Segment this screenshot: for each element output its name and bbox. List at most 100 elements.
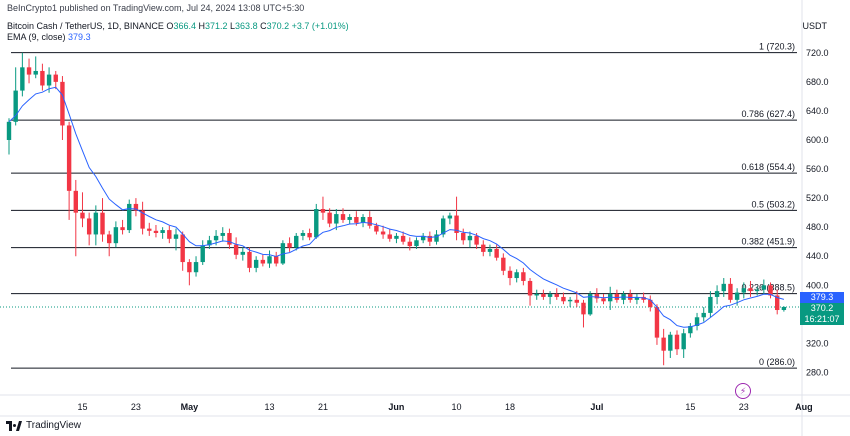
candle-body xyxy=(367,217,372,226)
candle-body xyxy=(354,217,359,223)
candle-body xyxy=(387,234,392,239)
x-tick-label: 18 xyxy=(505,402,515,412)
candle-body xyxy=(728,283,733,300)
open-label: O xyxy=(166,21,174,31)
y-tick-label: 440.0 xyxy=(806,251,829,261)
bar-countdown: 16:21:07 xyxy=(804,314,840,324)
candle-body xyxy=(200,245,205,263)
candle-body xyxy=(741,288,746,293)
candle-body xyxy=(447,215,453,219)
candle-body xyxy=(66,125,72,191)
candle-body xyxy=(501,257,506,271)
candle-body xyxy=(300,232,306,236)
candle-body xyxy=(287,243,292,248)
candle-body xyxy=(441,218,446,235)
candle-body xyxy=(554,294,559,297)
tradingview-logo[interactable]: TradingView xyxy=(6,420,81,431)
candle-body xyxy=(120,227,125,231)
candle-body xyxy=(187,262,192,273)
candle-body xyxy=(748,288,753,292)
symbol-legend: Bitcoin Cash / TetherUS, 1D, BINANCE O 36… xyxy=(7,21,349,31)
x-tick-label: Jun xyxy=(388,402,404,412)
tradingview-logo-text: TradingView xyxy=(26,420,82,431)
candle-body xyxy=(20,67,25,91)
candle-body xyxy=(674,334,680,350)
candle-body xyxy=(13,90,18,122)
ema-line xyxy=(8,86,785,328)
close-label: C xyxy=(260,21,267,31)
candle-body xyxy=(708,296,713,313)
candle-body xyxy=(521,272,526,281)
candle-body xyxy=(781,306,787,311)
candle-body xyxy=(434,234,439,242)
x-tick-label: Aug xyxy=(795,402,813,412)
candle-body xyxy=(734,292,740,300)
candle-body xyxy=(634,296,640,300)
y-tick-label: 640.0 xyxy=(806,106,829,116)
symbol-name: Bitcoin Cash / TetherUS, 1D, BINANCE xyxy=(7,21,164,31)
candle-body xyxy=(547,294,553,297)
candle-body xyxy=(274,256,279,264)
candle-body xyxy=(541,294,546,297)
candle-body xyxy=(240,251,245,255)
candle-body xyxy=(340,214,346,220)
candle-body xyxy=(394,235,399,239)
candle-body xyxy=(207,240,212,246)
candle-body xyxy=(147,228,152,231)
candle-body xyxy=(574,299,579,303)
candle-body xyxy=(567,299,573,302)
candle-body xyxy=(688,325,693,334)
candle-body xyxy=(193,262,199,273)
fib-level-label: 0.786 (627.4) xyxy=(741,109,795,119)
candle-body xyxy=(608,294,613,302)
candle-body xyxy=(494,248,499,258)
candle-body xyxy=(481,244,486,252)
publisher-line: BeInCrypto1 published on TradingView.com… xyxy=(7,3,305,13)
candle-body xyxy=(253,259,259,268)
fib-level-label: 0.382 (451.9) xyxy=(741,237,795,247)
candle-body xyxy=(507,270,513,279)
candle-body xyxy=(46,74,52,86)
candle-body xyxy=(314,209,319,238)
last-price-value: 370.2 xyxy=(810,303,834,313)
candle-body xyxy=(33,70,38,75)
currency-label[interactable]: USDT xyxy=(802,21,828,31)
candle-body xyxy=(173,234,179,239)
candle-body xyxy=(721,283,726,292)
candle-body xyxy=(701,312,706,318)
y-tick-label: 560.0 xyxy=(806,164,829,174)
y-tick-label: 520.0 xyxy=(806,193,829,203)
fib-level-label: 1 (720.3) xyxy=(759,42,795,52)
candle-body xyxy=(467,235,473,241)
candle-body xyxy=(233,244,239,255)
fib-level-label: 0.618 (554.4) xyxy=(741,162,795,172)
candle-body xyxy=(654,307,660,338)
candle-body xyxy=(6,121,12,140)
lightning-icon[interactable]: ⚡ xyxy=(735,383,751,399)
x-tick-label: 10 xyxy=(452,402,462,412)
candle-body xyxy=(754,289,760,292)
ema-legend: EMA (9, close) 379.3 xyxy=(7,32,91,42)
candle-body xyxy=(380,231,386,235)
candle-body xyxy=(407,241,412,247)
ema-label: EMA (9, close) xyxy=(7,32,66,42)
x-tick-label: 21 xyxy=(318,402,328,412)
candle-body xyxy=(761,285,767,290)
change-value: +3.7 (+1.01%) xyxy=(291,21,349,31)
low-value: 363.8 xyxy=(235,21,258,31)
x-tick-label: 13 xyxy=(265,402,275,412)
candle-body xyxy=(260,259,266,264)
candle-body xyxy=(768,285,773,296)
fib-level-label: 0.5 (503.2) xyxy=(751,199,795,209)
y-tick-label: 480.0 xyxy=(806,222,829,232)
candle-body xyxy=(427,235,433,242)
ema-price-tag: 379.3 xyxy=(800,292,844,303)
candle-body xyxy=(267,256,272,264)
candle-body xyxy=(614,294,620,300)
candle-body xyxy=(307,232,312,238)
candle-body xyxy=(561,296,566,302)
candle-body xyxy=(93,212,99,235)
candle-body xyxy=(628,294,633,300)
candle-body xyxy=(100,212,105,235)
